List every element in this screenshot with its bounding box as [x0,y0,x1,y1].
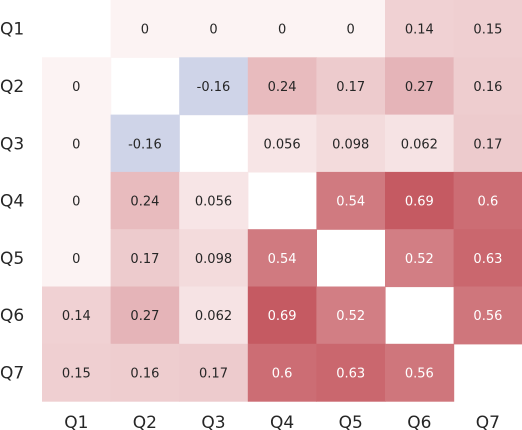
heatmap-cell-Q5-Q3 [179,229,249,288]
heatmap-cell-Q1-Q5 [316,0,386,58]
heatmap-cell-Q3-Q5 [316,114,386,173]
cell-value-label: 0.056 [195,195,232,210]
heatmap-cell-Q5-Q4 [247,229,317,288]
x-tick-label: Q7 [476,413,500,430]
heatmap-cell-Q5-Q7 [453,229,522,288]
cell-value-label: 0.6 [478,195,499,210]
cell-value-label: 0.16 [130,366,159,381]
cell-value-label: 0.52 [336,309,365,324]
heatmap-cell-Q6-Q4 [247,286,317,345]
cell-value-label: 0.098 [332,137,369,152]
cell-value-label: 0 [347,23,355,38]
cell-value-label: -0.16 [197,80,231,95]
heatmap-cell-Q7-Q2 [110,343,180,402]
cell-value-label: 0.17 [336,80,365,95]
cell-value-label: 0.17 [130,252,159,267]
heatmap-cell-Q1-Q7 [453,0,522,58]
heatmap-cell-Q7-Q3 [179,343,249,402]
heatmap-cell-Q1-Q3 [179,0,249,58]
x-tick-label: Q1 [64,413,88,430]
x-tick-label: Q2 [133,413,157,430]
cell-value-label: 0.15 [62,366,91,381]
cell-value-label: 0.14 [405,23,434,38]
x-tick-label: Q4 [270,413,294,430]
heatmap-cell-Q2-Q6 [385,57,455,116]
cell-value-label: 0 [72,195,80,210]
heatmap-cell-Q6-Q5 [316,286,386,345]
heatmap-cell-Q1-Q4 [247,0,317,58]
heatmap-cell-Q2-Q7 [453,57,522,116]
heatmap-cell-Q3-Q2 [110,114,180,173]
heatmap-cell-Q2-Q3 [179,57,249,116]
heatmap-cell-Q5-Q1 [42,229,112,288]
heatmap-cell-Q4-Q1 [42,171,112,230]
heatmap-cell-Q1-Q2 [110,0,180,58]
y-tick-label: Q4 [0,192,24,212]
cell-value-label: 0.14 [62,309,91,324]
y-tick-label: Q1 [0,20,24,40]
heatmap-cell-Q1-Q6 [385,0,455,58]
cell-value-label: 0.24 [268,80,297,95]
heatmap-cell-Q3-Q1 [42,114,112,173]
heatmap-cell-Q6-Q1 [42,286,112,345]
cell-value-label: 0 [72,80,80,95]
cell-value-label: 0.27 [405,80,434,95]
heatmap-cell-Q7-Q4 [247,343,317,402]
cell-value-label: 0.098 [195,252,232,267]
cell-value-label: 0.062 [195,309,232,324]
heatmap-cell-Q5-Q6 [385,229,455,288]
cell-value-label: 0.24 [130,195,159,210]
cell-value-label: 0.69 [405,195,434,210]
heatmap-cell-Q6-Q2 [110,286,180,345]
y-tick-label: Q6 [0,306,24,326]
cell-value-label: 0.056 [263,137,300,152]
heatmap-cell-Q3-Q6 [385,114,455,173]
heatmap-cell-Q3-Q7 [453,114,522,173]
cell-value-label: 0 [141,23,149,38]
cell-value-label: 0.63 [473,252,502,267]
x-tick-label: Q5 [339,413,363,430]
y-tick-label: Q3 [0,134,24,154]
cell-value-label: 0.17 [199,366,228,381]
cell-value-label: 0.52 [405,252,434,267]
heatmap-cell-Q2-Q1 [42,57,112,116]
heatmap-cell-Q6-Q3 [179,286,249,345]
y-tick-label: Q7 [0,363,24,383]
cell-value-label: 0 [72,137,80,152]
cell-value-label: 0.69 [268,309,297,324]
cell-value-label: 0 [209,23,217,38]
heatmap-cell-Q2-Q5 [316,57,386,116]
heatmap-cell-Q7-Q1 [42,343,112,402]
cell-value-label: 0.54 [336,195,365,210]
cell-value-label: -0.16 [128,137,162,152]
heatmap-cell-Q5-Q2 [110,229,180,288]
heatmap-cell-Q4-Q5 [316,171,386,230]
cell-value-label: 0.56 [405,366,434,381]
x-tick-label: Q6 [407,413,431,430]
cell-value-label: 0.27 [130,309,159,324]
cell-value-label: 0 [278,23,286,38]
heatmap-cell-Q6-Q7 [453,286,522,345]
cell-value-label: 0.062 [401,137,438,152]
cell-value-label: 0.63 [336,366,365,381]
y-tick-label: Q5 [0,249,24,269]
heatmap-cell-Q4-Q3 [179,171,249,230]
heatmap-cell-Q4-Q7 [453,171,522,230]
cell-value-label: 0.56 [473,309,502,324]
cell-value-label: 0.6 [272,366,293,381]
cell-value-label: 0.15 [473,23,502,38]
heatmap-cell-Q4-Q2 [110,171,180,230]
heatmap-cell-Q7-Q6 [385,343,455,402]
heatmap-cell-Q7-Q5 [316,343,386,402]
heatmap-cell-Q4-Q6 [385,171,455,230]
heatmap-cell-Q2-Q4 [247,57,317,116]
x-tick-label: Q3 [201,413,225,430]
cell-value-label: 0.54 [268,252,297,267]
cell-value-label: 0.17 [473,137,502,152]
y-tick-label: Q2 [0,77,24,97]
cell-value-label: 0 [72,252,80,267]
heatmap-cell-Q3-Q4 [247,114,317,173]
cell-value-label: 0.16 [473,80,502,95]
